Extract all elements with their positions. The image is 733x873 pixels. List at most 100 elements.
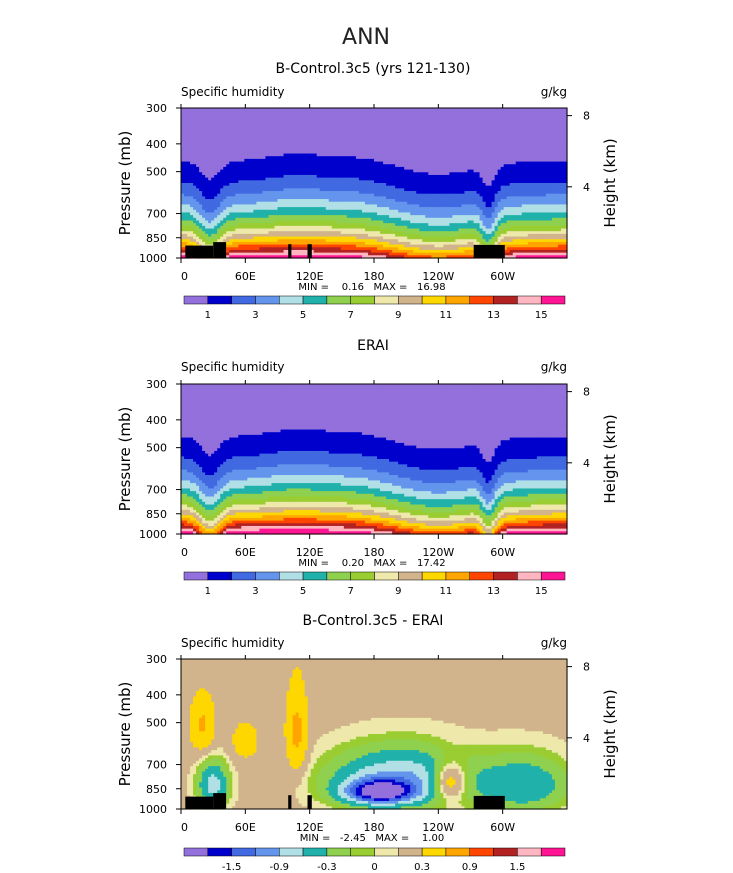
field-cell xyxy=(256,134,261,139)
field-cell xyxy=(515,132,520,136)
field-cell xyxy=(295,108,300,112)
field-cell xyxy=(521,129,526,133)
field-cell xyxy=(238,132,242,136)
field-cell xyxy=(226,108,230,112)
field-cell xyxy=(494,108,499,112)
field-cell xyxy=(539,129,544,133)
field-cell xyxy=(380,116,384,120)
field-cell xyxy=(488,121,493,125)
field-cell xyxy=(181,140,185,144)
field-cell xyxy=(461,121,466,125)
field-cell xyxy=(205,113,209,117)
field-cell xyxy=(187,118,191,122)
field-cell xyxy=(485,124,490,128)
field-cell xyxy=(563,134,568,139)
field-cell xyxy=(476,121,481,125)
field-cell xyxy=(548,124,553,128)
field-cell xyxy=(367,124,372,128)
field-cell xyxy=(313,124,318,128)
field-cell xyxy=(343,126,348,131)
field-cell xyxy=(229,108,233,112)
field-cell xyxy=(509,132,514,136)
field-cell xyxy=(238,116,242,120)
field-cell xyxy=(506,134,511,139)
field-cell xyxy=(334,134,339,139)
field-cell xyxy=(506,121,511,125)
field-cell xyxy=(422,108,426,112)
panel-3-title: B-Control.3c5 - ERAI xyxy=(303,613,444,629)
field-cell xyxy=(467,126,472,131)
field-cell xyxy=(316,124,321,128)
field-cell xyxy=(554,118,559,122)
field-cell xyxy=(380,129,384,133)
season-title: ANN xyxy=(342,25,390,50)
field-cell xyxy=(386,110,390,114)
field-cell xyxy=(419,108,423,112)
field-cell xyxy=(295,118,300,122)
field-cell xyxy=(310,134,315,139)
field-cell xyxy=(250,137,254,141)
field-cell xyxy=(268,108,273,112)
field-cell xyxy=(325,132,330,136)
panel-1-title: B-Control.3c5 (yrs 121-130) xyxy=(276,61,471,77)
field-cell xyxy=(470,110,475,114)
panel-3-right-label: g/kg xyxy=(541,636,567,650)
field-cell xyxy=(301,113,306,117)
field-cell xyxy=(268,129,273,133)
field-cell xyxy=(407,129,411,133)
field-cell xyxy=(208,134,212,139)
field-cell xyxy=(512,134,517,139)
field-cell xyxy=(419,129,423,133)
field-cell xyxy=(274,121,279,125)
field-cell xyxy=(319,132,324,136)
field-cell xyxy=(220,116,224,120)
field-cell xyxy=(458,110,463,114)
field-cell xyxy=(289,137,294,141)
field-cell xyxy=(319,126,324,131)
field-cell xyxy=(509,134,514,139)
field-cell xyxy=(554,108,559,112)
field-cell xyxy=(307,134,312,139)
field-cell xyxy=(398,113,402,117)
field-cell xyxy=(464,134,469,139)
field-cell xyxy=(386,118,390,122)
field-cell xyxy=(476,134,481,139)
field-cell xyxy=(253,126,257,131)
field-cell xyxy=(557,113,562,117)
field-cell xyxy=(229,118,233,122)
field-cell xyxy=(271,124,276,128)
field-cell xyxy=(386,121,390,125)
field-cell xyxy=(304,137,309,141)
field-cell xyxy=(452,116,457,120)
field-cell xyxy=(361,116,366,120)
field-cell xyxy=(295,134,300,139)
field-cell xyxy=(452,137,457,141)
field-cell xyxy=(383,110,387,114)
field-cell xyxy=(416,124,420,128)
field-cell xyxy=(307,118,312,122)
field-cell xyxy=(283,108,288,112)
field-cell xyxy=(434,121,438,125)
field-cell xyxy=(551,108,556,112)
field-cell xyxy=(271,116,276,120)
field-cell xyxy=(548,137,553,141)
field-cell xyxy=(455,126,460,131)
field-cell xyxy=(232,137,236,141)
field-cell xyxy=(383,118,387,122)
field-cell xyxy=(437,126,441,131)
field-cell xyxy=(392,121,396,125)
field-cell xyxy=(190,132,194,136)
field-cell xyxy=(419,137,423,141)
field-cell xyxy=(184,110,188,114)
field-cell xyxy=(286,113,291,117)
field-cell xyxy=(370,126,375,131)
field-cell xyxy=(467,134,472,139)
field-cell xyxy=(223,124,227,128)
field-cell xyxy=(304,113,309,117)
field-cell xyxy=(410,113,414,117)
field-cell xyxy=(425,124,429,128)
field-cell xyxy=(238,118,242,122)
field-cell xyxy=(364,121,369,125)
field-cell xyxy=(292,110,297,114)
field-cell xyxy=(473,124,478,128)
